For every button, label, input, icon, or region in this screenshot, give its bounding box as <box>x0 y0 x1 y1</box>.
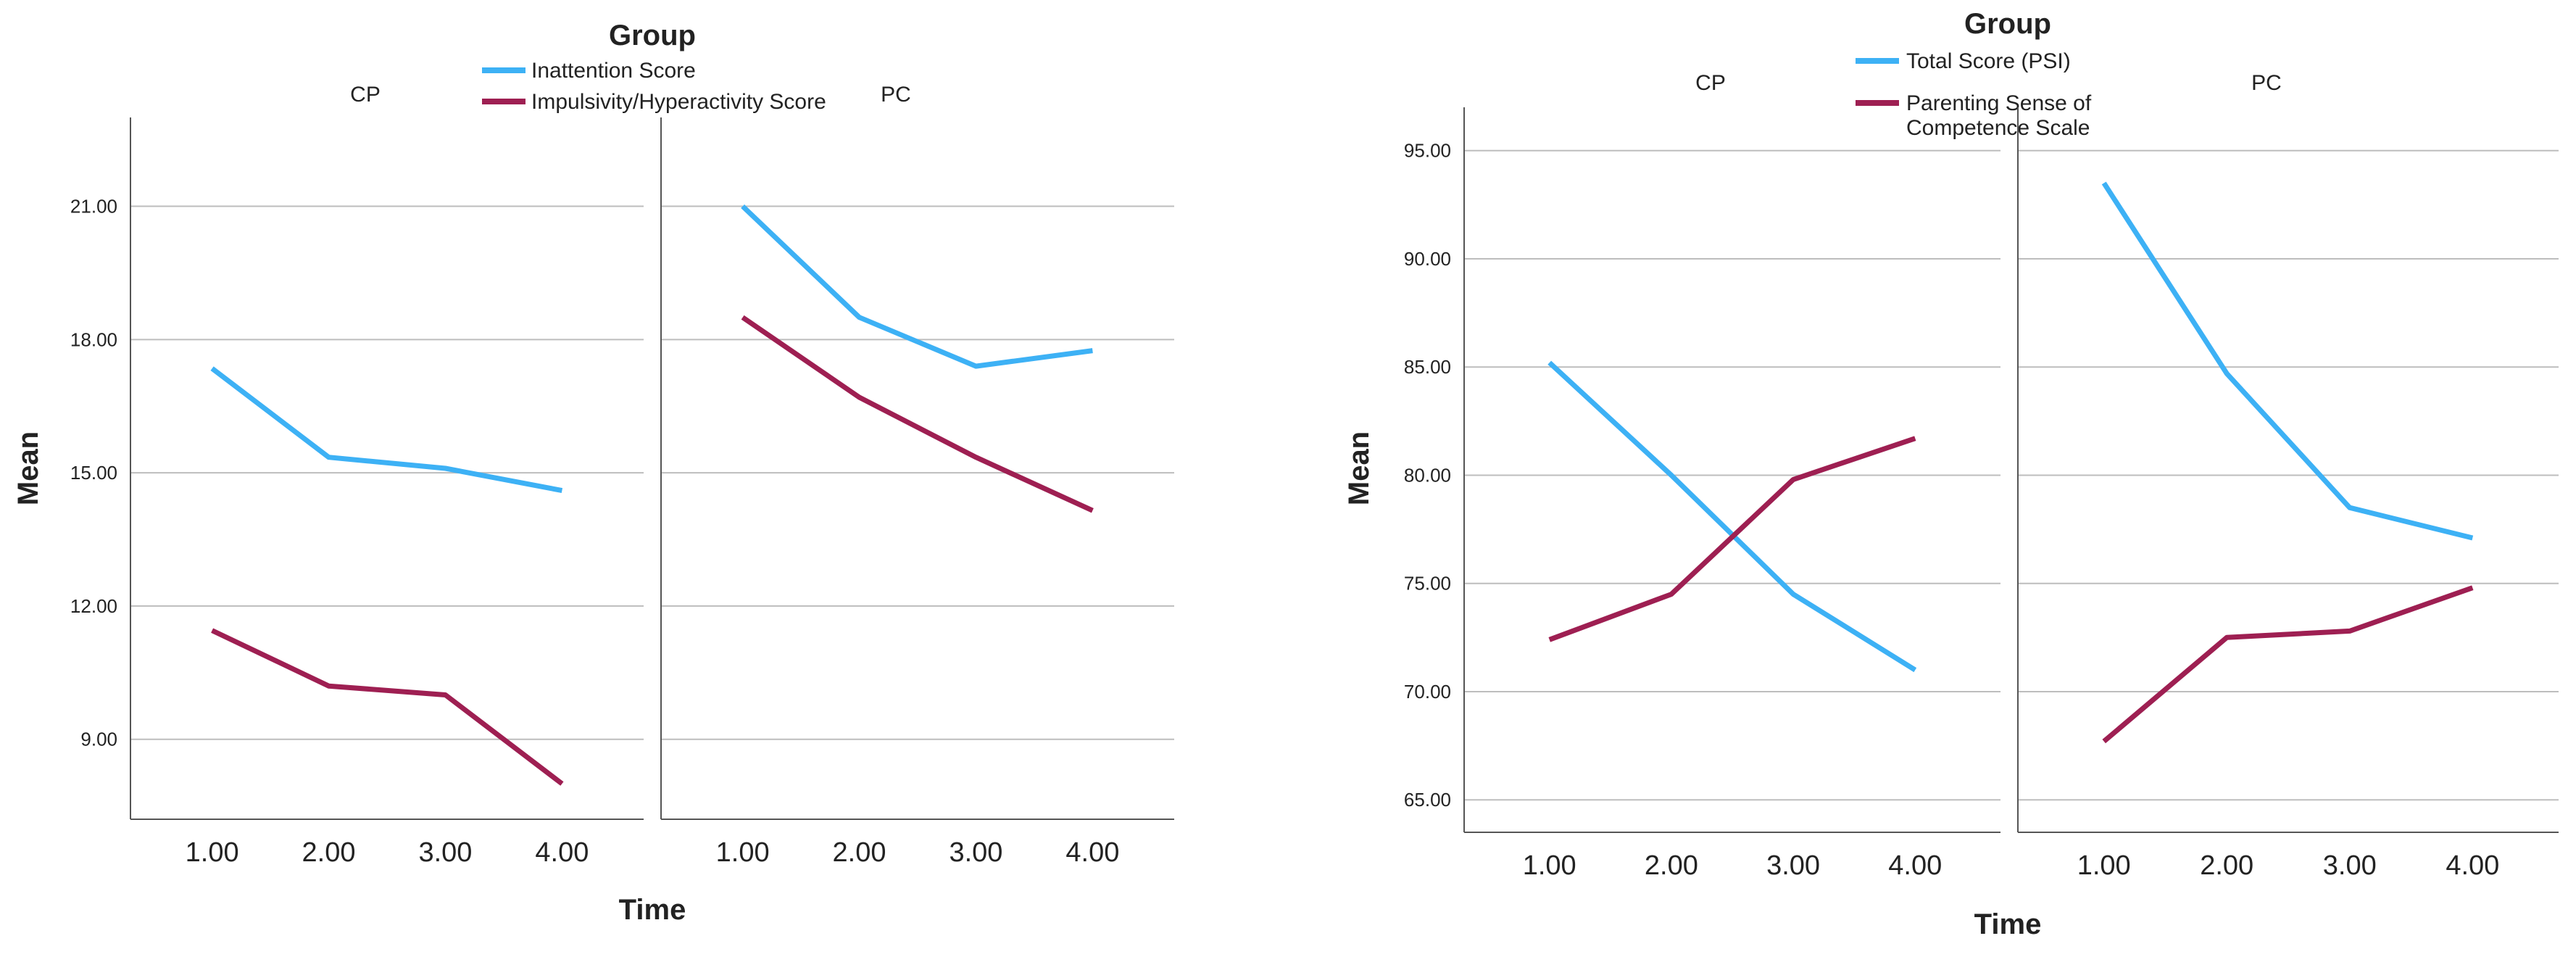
x-tick-label: 3.00 <box>418 837 472 868</box>
x-tick-label: 2.00 <box>302 837 356 868</box>
panel-label-PC: PC <box>2251 71 2282 95</box>
y-tick-label: 18.00 <box>70 328 117 350</box>
series-line-1-CP <box>211 628 564 786</box>
y-axis-title: Mean <box>12 431 44 505</box>
series-line-0-CP <box>210 366 563 494</box>
x-tick-label: 2.00 <box>2200 850 2253 881</box>
y-tick-label: 12.00 <box>70 595 117 617</box>
y-tick-label: 75.00 <box>1404 573 1451 594</box>
y-tick-label: 70.00 <box>1404 681 1451 703</box>
legend-label-1-line-0: Parenting Sense of <box>1906 91 2092 115</box>
legend-title: Group <box>609 20 696 51</box>
y-tick-label: 15.00 <box>70 462 117 484</box>
y-tick-label: 80.00 <box>1404 464 1451 486</box>
series-line-0-PC <box>741 204 1093 369</box>
x-tick-label: 4.00 <box>535 837 589 868</box>
y-axis-title: Mean <box>1343 431 1375 505</box>
x-tick-label: 2.00 <box>833 837 886 868</box>
y-tick-label: 85.00 <box>1404 356 1451 378</box>
series-line-1-PC <box>741 315 1094 513</box>
legend-title: Group <box>1964 8 2051 40</box>
x-tick-label: 4.00 <box>1888 850 1942 881</box>
x-tick-label: 4.00 <box>1065 837 1119 868</box>
x-tick-label: 3.00 <box>1766 850 1820 881</box>
panel-label-CP: CP <box>350 83 381 107</box>
x-tick-label: 2.00 <box>1645 850 1698 881</box>
legend-label-0: Inattention Score <box>531 59 696 83</box>
x-tick-label: 3.00 <box>949 837 1002 868</box>
series-line-1-PC <box>2102 585 2474 744</box>
x-tick-label: 1.00 <box>716 837 770 868</box>
x-axis-title: Time <box>619 894 686 926</box>
legend-label-1-line-1: Competence Scale <box>1906 116 2090 140</box>
x-tick-label: 3.00 <box>2323 850 2377 881</box>
legend-label-1: Impulsivity/Hyperactivity Score <box>531 90 826 114</box>
x-tick-label: 1.00 <box>186 837 239 868</box>
x-axis-title: Time <box>1974 908 2042 940</box>
y-tick-label: 21.00 <box>70 196 117 218</box>
series-line-0-PC <box>2101 181 2474 541</box>
y-tick-label: 90.00 <box>1404 248 1451 270</box>
y-tick-label: 9.00 <box>80 729 117 750</box>
series-line-0-CP <box>1547 360 1917 673</box>
y-tick-label: 65.00 <box>1404 789 1451 811</box>
series-line-1-CP <box>1548 436 1916 642</box>
panel-label-PC: PC <box>881 83 911 107</box>
x-tick-label: 1.00 <box>1523 850 1576 881</box>
legend-label-0: Total Score (PSI) <box>1906 49 2071 73</box>
x-tick-label: 4.00 <box>2446 850 2499 881</box>
y-tick-label: 95.00 <box>1404 140 1451 162</box>
panel-label-CP: CP <box>1695 71 1726 95</box>
x-tick-label: 1.00 <box>2077 850 2131 881</box>
